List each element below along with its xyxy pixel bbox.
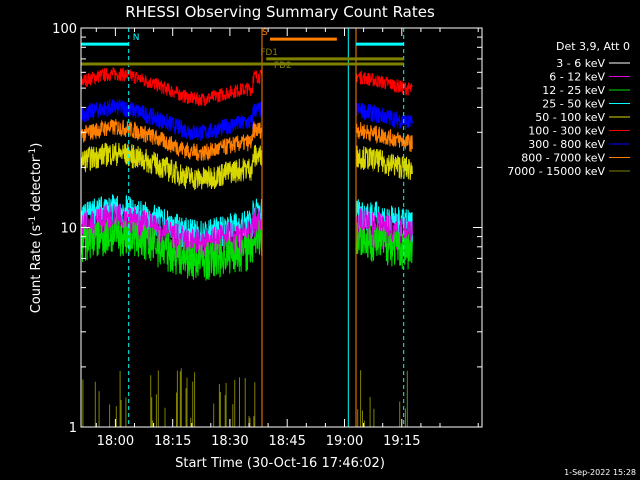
- x-axis-label: Start Time (30-Oct-16 17:46:02): [175, 456, 385, 471]
- legend-label: 6 - 12 keV: [549, 71, 605, 84]
- series-3-6-kev: [80, 163, 413, 238]
- legend-item: 7000 - 15000 keV: [507, 165, 630, 178]
- axes: 18:00 18:15 18:30 18:45 19:00 19:15 1 10 100: [52, 22, 482, 449]
- series-100-300-kev: [80, 67, 413, 107]
- flag-bars: N S FD1 FD2: [81, 28, 404, 71]
- flag-s: S: [262, 28, 337, 41]
- y-axis-label: Count Rate (s-1 detector-1): [28, 143, 44, 314]
- legend-label: 50 - 100 keV: [535, 111, 605, 124]
- legend-label: 300 - 800 keV: [528, 138, 605, 151]
- x-tick-label: 18:30: [211, 434, 248, 449]
- y-axis-label-sup2: -1: [28, 148, 38, 157]
- flag-n-label: N: [133, 33, 140, 43]
- flag-fd2-label: FD2: [274, 61, 292, 71]
- legend-label: 3 - 6 keV: [556, 57, 605, 70]
- series-100-300-kev-segment: [80, 67, 263, 107]
- plot-area: [80, 28, 413, 427]
- series-3-6-kev-segment: [356, 168, 413, 227]
- legend-item: 6 - 12 keV: [549, 71, 630, 84]
- series-300-800-kev-segment: [356, 102, 413, 130]
- flag-fd1-label: FD1: [260, 48, 278, 58]
- flag-fd1: FD1: [260, 48, 404, 61]
- series-100-300-kev-segment: [356, 70, 413, 96]
- x-tick-label: 19:15: [383, 434, 420, 449]
- legend-item: 800 - 7000 keV: [521, 152, 630, 165]
- y-axis-label-sup1: -1: [28, 216, 38, 225]
- series-12-25-kev-segment: [80, 217, 263, 281]
- legend-label: 800 - 7000 keV: [521, 152, 605, 165]
- x-tick-label: 18:45: [268, 434, 305, 449]
- y-axis-label-main: Count Rate (s: [29, 225, 44, 314]
- flag-s-label: S: [262, 28, 268, 38]
- legend-label: 7000 - 15000 keV: [507, 165, 605, 178]
- y-axis-label-mid: detector: [29, 156, 44, 216]
- series-800-7000-kev-segment: [80, 119, 263, 162]
- legend-label: 12 - 25 keV: [542, 84, 605, 97]
- y-axis-label-end: ): [29, 143, 44, 148]
- series-12-25-kev: [80, 217, 413, 281]
- flag-n: N: [81, 33, 404, 46]
- legend-item: 12 - 25 keV: [542, 84, 630, 97]
- x-tick-label: 18:15: [154, 434, 191, 449]
- series-12-25-kev-segment: [356, 222, 413, 270]
- chart-title: RHESSI Observing Summary Count Rates: [125, 3, 435, 21]
- series-300-800-kev: [80, 99, 413, 141]
- series-7000-15000-kev-spikes: [80, 368, 408, 427]
- series-50-100-kev-segment: [356, 145, 413, 180]
- y-tick-label: 1: [69, 421, 77, 436]
- legend-item: 3 - 6 keV: [556, 57, 630, 70]
- series-800-7000-kev-segment: [356, 122, 413, 153]
- legend-item: 300 - 800 keV: [528, 138, 630, 151]
- x-tick-label: 19:00: [326, 434, 363, 449]
- series-300-800-kev-segment: [80, 99, 263, 141]
- flag-fd2: FD2: [81, 61, 404, 71]
- series-50-100-kev-segment: [80, 142, 263, 191]
- y-tick-label: 10: [60, 222, 77, 237]
- legend-label: 100 - 300 keV: [528, 125, 605, 138]
- legend-label: 25 - 50 keV: [542, 98, 605, 111]
- legend-item: 50 - 100 keV: [535, 111, 630, 124]
- series-7000-15000-kev: [80, 368, 408, 427]
- legend-item: 100 - 300 keV: [528, 125, 630, 138]
- series-50-100-kev: [80, 142, 413, 191]
- series-800-7000-kev: [80, 119, 413, 162]
- legend-item: 25 - 50 keV: [542, 98, 630, 111]
- footer-timestamp: 1-Sep-2022 15:28: [564, 468, 636, 477]
- x-tick-label: 18:00: [97, 434, 134, 449]
- legend-header: Det 3,9, Att 0: [556, 40, 630, 53]
- y-tick-label: 100: [52, 22, 77, 37]
- series-3-6-kev-segment: [80, 163, 263, 238]
- series-25-50-kev-segment: [80, 194, 263, 251]
